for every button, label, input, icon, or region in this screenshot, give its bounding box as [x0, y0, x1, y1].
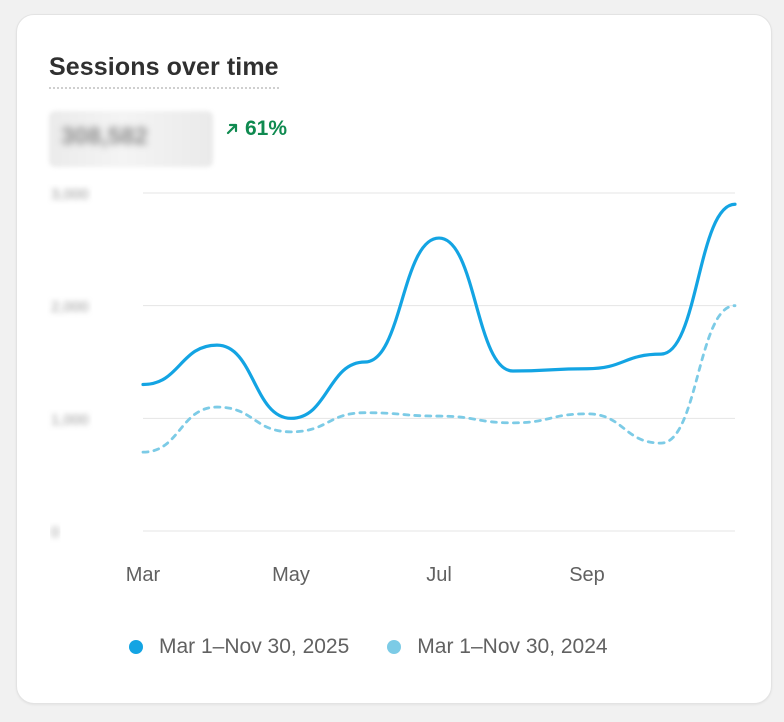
x-tick-label: May	[272, 564, 310, 586]
legend-label-2025: Mar 1–Nov 30, 2025	[159, 635, 350, 658]
x-tick-label: Mar	[126, 564, 161, 586]
x-tick-label: Jul	[426, 564, 452, 586]
chart-legend: Mar 1–Nov 30, 2025 Mar 1–Nov 30, 2024	[129, 635, 646, 659]
change-badge: 61%	[225, 117, 287, 141]
y-tick-label: 1,000	[51, 411, 89, 428]
legend-item-2025[interactable]: Mar 1–Nov 30, 2025	[129, 635, 349, 659]
legend-dot-2025	[129, 640, 143, 654]
y-tick-label: 3,000	[51, 186, 89, 203]
legend-item-2024[interactable]: Mar 1–Nov 30, 2024	[387, 635, 608, 659]
change-percent: 61%	[245, 117, 288, 140]
sessions-total-text: 308,582	[61, 123, 148, 150]
card-title[interactable]: Sessions over time	[49, 53, 279, 89]
sessions-total-value: 308,582	[49, 111, 213, 167]
series-line-2025	[141, 202, 737, 420]
x-tick-label: Sep	[569, 564, 605, 586]
y-tick-label: 2,000	[51, 299, 89, 316]
arrow-up-right-icon	[226, 123, 238, 135]
sessions-line-chart: 0 1,000 2,000 3,000 Mar May Jul Sep	[51, 186, 737, 586]
y-tick-label: 0	[51, 524, 59, 541]
legend-dot-2024	[387, 640, 402, 654]
series-line-2024	[141, 304, 737, 454]
sessions-card: Sessions over time 308,582 61% 0 1,000 2,0…	[16, 14, 772, 704]
legend-label-2024: Mar 1–Nov 30, 2024	[417, 635, 608, 658]
